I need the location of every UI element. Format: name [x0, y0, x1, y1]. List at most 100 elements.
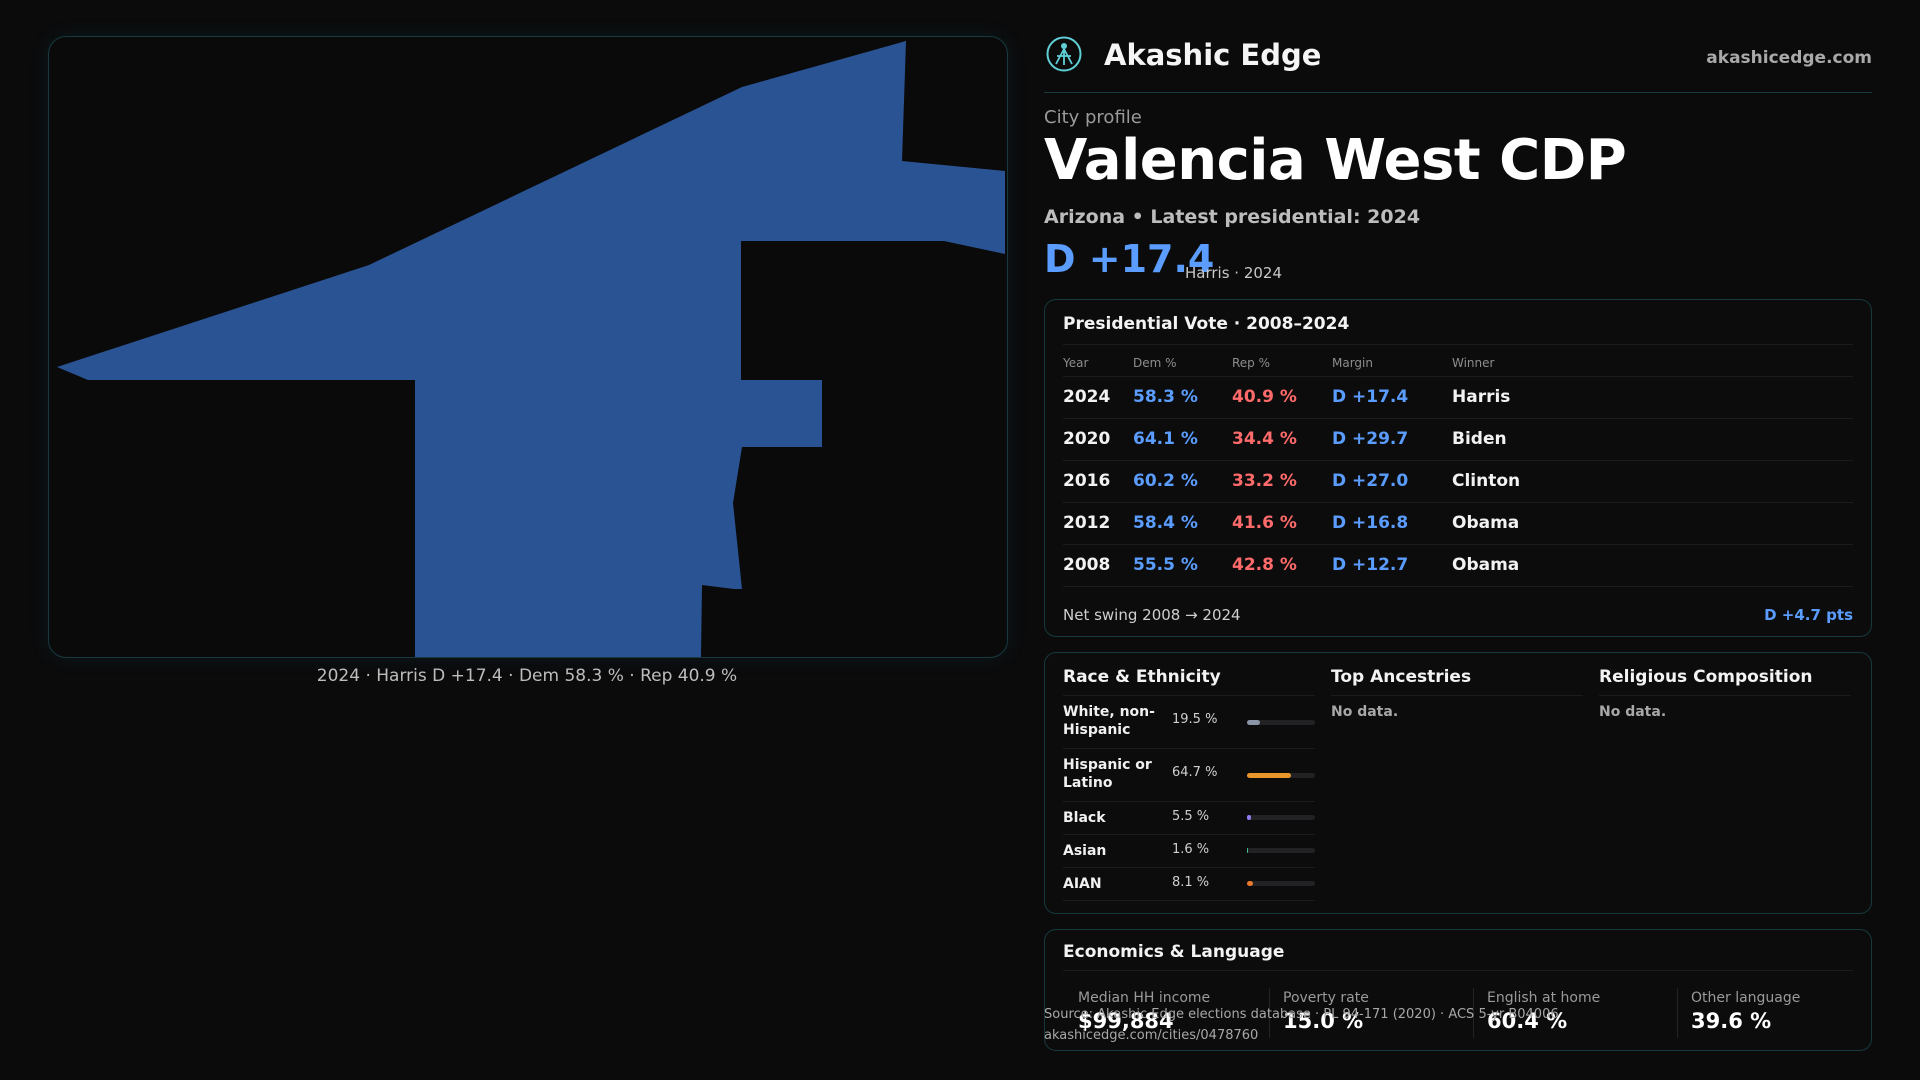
ancestries-empty-text: No data. — [1331, 704, 1399, 720]
religious-composition-title: Religious Composition — [1599, 667, 1851, 696]
header-dem: Dem % — [1133, 356, 1177, 370]
row-dem: 58.3 % — [1133, 387, 1198, 407]
row-rep: 42.8 % — [1232, 555, 1297, 575]
city-map[interactable] — [48, 36, 1008, 658]
akashic-edge-logo-icon — [1046, 36, 1082, 72]
table-row: 2012 58.4 % 41.6 % D +16.8 Obama — [1063, 503, 1853, 545]
row-year: 2012 — [1063, 513, 1111, 533]
city-boundary-shape — [57, 41, 1005, 657]
race-row: AIAN 8.1 % — [1063, 868, 1315, 901]
race-percent: 64.7 % — [1172, 765, 1218, 780]
vote-table-header: Year Dem % Rep % Margin Winner — [1063, 350, 1853, 377]
race-row: Hispanic or Latino 64.7 % — [1063, 749, 1315, 802]
header-rep: Rep % — [1232, 356, 1271, 370]
row-margin: D +29.7 — [1332, 429, 1409, 449]
source-citation: Source: Akashic Edge elections database … — [1044, 1004, 1559, 1046]
row-winner: Clinton — [1452, 471, 1521, 491]
divider — [1063, 970, 1853, 971]
table-row: 2016 60.2 % 33.2 % D +27.0 Clinton — [1063, 461, 1853, 503]
race-bar-track — [1247, 773, 1315, 778]
stat-label: Poverty rate — [1283, 990, 1369, 1006]
race-percent: 1.6 % — [1172, 842, 1210, 857]
race-bar-track — [1247, 881, 1315, 886]
header-year: Year — [1063, 356, 1089, 370]
table-row: 2024 58.3 % 40.9 % D +17.4 Harris — [1063, 377, 1853, 419]
race-percent: 5.5 % — [1172, 809, 1210, 824]
row-year: 2008 — [1063, 555, 1111, 575]
brand-name: Akashic Edge — [1104, 38, 1322, 72]
race-row: White, non-Hispanic 19.5 % — [1063, 696, 1315, 749]
stat-value: $99,884 — [1078, 1009, 1174, 1033]
row-margin: D +17.4 — [1332, 387, 1409, 407]
presidential-vote-title: Presidential Vote · 2008–2024 — [1063, 314, 1350, 334]
race-ethnicity-list: White, non-Hispanic 19.5 % Hispanic or Lat… — [1063, 696, 1315, 901]
row-dem: 55.5 % — [1133, 555, 1198, 575]
stat-english-home: English at home 60.4 % — [1487, 990, 1657, 1042]
stat-label: Other language — [1691, 990, 1801, 1006]
row-dem: 58.4 % — [1133, 513, 1198, 533]
divider — [1269, 988, 1270, 1038]
net-swing-value: D +4.7 pts — [1764, 606, 1853, 624]
header-winner: Winner — [1452, 356, 1495, 370]
stat-value: 15.0 % — [1283, 1009, 1364, 1033]
race-bar-track — [1247, 815, 1315, 820]
religious-composition-section: Religious Composition No data. — [1599, 667, 1851, 720]
race-bar-track — [1247, 720, 1315, 725]
source-url-link[interactable]: akashicedge.com/cities/0478760 — [1044, 1028, 1259, 1043]
race-label: Hispanic or Latino — [1063, 757, 1152, 791]
map-caption: 2024 · Harris D +17.4 · Dem 58.3 % · Rep… — [316, 666, 738, 686]
row-margin: D +27.0 — [1332, 471, 1409, 491]
stat-label: Median HH income — [1078, 990, 1211, 1006]
stat-other-language: Other language 39.6 % — [1691, 990, 1861, 1042]
table-row: 2008 55.5 % 42.8 % D +12.7 Obama — [1063, 545, 1853, 587]
race-row: Black 5.5 % — [1063, 802, 1315, 835]
row-winner: Obama — [1452, 513, 1520, 533]
race-bar-fill — [1247, 881, 1253, 886]
row-winner: Biden — [1452, 429, 1507, 449]
row-year: 2020 — [1063, 429, 1111, 449]
row-rep: 41.6 % — [1232, 513, 1297, 533]
race-bar-fill — [1247, 773, 1291, 778]
net-swing-label: Net swing 2008 → 2024 — [1063, 606, 1241, 624]
demographics-card: Race & Ethnicity White, non-Hispanic 19.5… — [1044, 652, 1872, 914]
religion-empty-text: No data. — [1599, 704, 1667, 720]
row-rep: 34.4 % — [1232, 429, 1297, 449]
race-bar-fill — [1247, 720, 1261, 725]
race-percent: 8.1 % — [1172, 875, 1210, 890]
net-swing-row: Net swing 2008 → 2024 D +4.7 pts — [1063, 597, 1853, 633]
row-year: 2024 — [1063, 387, 1111, 407]
row-margin: D +12.7 — [1332, 555, 1409, 575]
race-label: White, non-Hispanic — [1063, 704, 1155, 738]
race-ethnicity-title: Race & Ethnicity — [1063, 667, 1315, 696]
divider — [1677, 988, 1678, 1038]
economics-title: Economics & Language — [1063, 942, 1285, 962]
brand-header: Akashic Edge akashicedge.com — [1044, 36, 1872, 93]
top-ancestries-title: Top Ancestries — [1331, 667, 1583, 696]
race-bar-track — [1247, 848, 1315, 853]
stat-poverty-rate: Poverty rate 15.0 % — [1283, 990, 1453, 1042]
city-boundary-map — [57, 41, 1005, 657]
race-bar-fill — [1247, 848, 1249, 853]
race-bar-fill — [1247, 815, 1251, 820]
row-year: 2016 — [1063, 471, 1111, 491]
stat-value: 60.4 % — [1487, 1009, 1568, 1033]
header-margin: Margin — [1332, 356, 1373, 370]
race-label: Black — [1063, 810, 1106, 826]
stat-label: English at home — [1487, 990, 1601, 1006]
page-title: Valencia West CDP — [1044, 128, 1627, 193]
page-subtitle: Arizona • Latest presidential: 2024 — [1044, 206, 1421, 228]
race-label: AIAN — [1063, 876, 1102, 892]
race-ethnicity-section: Race & Ethnicity White, non-Hispanic 19.5… — [1063, 667, 1315, 901]
row-rep: 40.9 % — [1232, 387, 1297, 407]
row-dem: 60.2 % — [1133, 471, 1198, 491]
row-margin: D +16.8 — [1332, 513, 1409, 533]
top-ancestries-section: Top Ancestries No data. — [1331, 667, 1583, 720]
economics-language-card: Economics & Language Median HH income $9… — [1044, 929, 1872, 1051]
divider — [1063, 344, 1853, 345]
brand-url-link[interactable]: akashicedge.com — [1706, 48, 1872, 68]
table-row: 2020 64.1 % 34.4 % D +29.7 Biden — [1063, 419, 1853, 461]
presidential-vote-card: Presidential Vote · 2008–2024 Year Dem %… — [1044, 299, 1872, 637]
row-rep: 33.2 % — [1232, 471, 1297, 491]
stat-median-income: Median HH income $99,884 — [1078, 990, 1248, 1042]
divider — [1473, 988, 1474, 1038]
